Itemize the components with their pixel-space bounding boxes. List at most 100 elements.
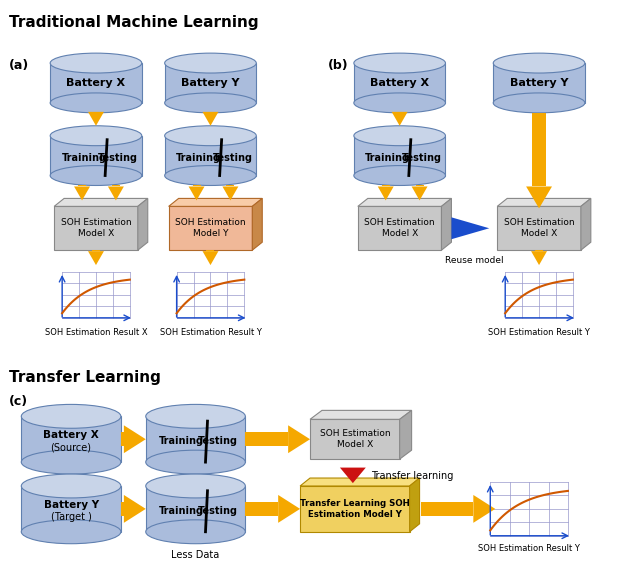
- Bar: [300, 486, 410, 532]
- Polygon shape: [358, 198, 451, 206]
- Bar: [354, 136, 445, 176]
- Ellipse shape: [164, 166, 256, 185]
- Bar: [164, 63, 256, 103]
- Bar: [381, 185, 390, 186]
- Bar: [169, 206, 252, 250]
- Text: SOH Estimation
Model X: SOH Estimation Model X: [504, 218, 574, 238]
- Polygon shape: [202, 251, 218, 265]
- Polygon shape: [108, 186, 124, 201]
- Text: (c): (c): [10, 396, 28, 408]
- Text: Training: Training: [365, 153, 410, 163]
- Polygon shape: [340, 468, 366, 483]
- Polygon shape: [300, 478, 420, 486]
- Polygon shape: [310, 410, 412, 419]
- Text: SOH Estimation Result Y: SOH Estimation Result Y: [478, 544, 580, 553]
- Bar: [532, 113, 546, 186]
- Ellipse shape: [493, 93, 585, 113]
- Text: SOH Estimation
Model X: SOH Estimation Model X: [319, 429, 390, 449]
- Text: Testing: Testing: [98, 153, 138, 163]
- Bar: [535, 250, 543, 251]
- Bar: [493, 63, 585, 103]
- Text: Training: Training: [176, 153, 221, 163]
- Text: Less Data: Less Data: [172, 550, 220, 560]
- Polygon shape: [278, 495, 300, 523]
- Text: Transfer Learning SOH
Estimation Model Y: Transfer Learning SOH Estimation Model Y: [300, 499, 410, 519]
- Bar: [497, 206, 581, 250]
- Ellipse shape: [146, 520, 245, 544]
- Ellipse shape: [50, 166, 142, 185]
- Polygon shape: [74, 186, 90, 201]
- Ellipse shape: [21, 450, 121, 474]
- Polygon shape: [223, 186, 238, 201]
- Bar: [92, 250, 100, 251]
- Ellipse shape: [21, 474, 121, 498]
- Polygon shape: [124, 495, 146, 523]
- Text: Reuse model: Reuse model: [445, 256, 504, 265]
- Bar: [164, 136, 256, 176]
- Ellipse shape: [21, 405, 121, 428]
- Bar: [54, 206, 138, 250]
- Polygon shape: [378, 186, 394, 201]
- Ellipse shape: [146, 450, 245, 474]
- Text: Testing: Testing: [212, 153, 252, 163]
- Bar: [193, 185, 200, 186]
- Bar: [121, 432, 124, 446]
- Bar: [396, 112, 404, 113]
- Polygon shape: [410, 478, 420, 532]
- Bar: [21, 416, 121, 462]
- Text: Testing: Testing: [198, 506, 237, 516]
- Bar: [245, 502, 278, 516]
- Polygon shape: [442, 198, 451, 250]
- Bar: [50, 63, 142, 103]
- Text: Testing: Testing: [401, 153, 442, 163]
- Text: (Source): (Source): [51, 442, 92, 452]
- Text: SOH Estimation
Model Y: SOH Estimation Model Y: [175, 218, 246, 238]
- Ellipse shape: [164, 53, 256, 73]
- Polygon shape: [474, 495, 495, 523]
- Text: SOH Estimation Result Y: SOH Estimation Result Y: [159, 328, 261, 337]
- Ellipse shape: [50, 126, 142, 146]
- Bar: [78, 185, 86, 186]
- Text: SOH Estimation Result X: SOH Estimation Result X: [45, 328, 147, 337]
- Bar: [415, 185, 424, 186]
- Bar: [146, 486, 245, 532]
- Ellipse shape: [354, 93, 445, 113]
- Ellipse shape: [354, 126, 445, 146]
- Polygon shape: [526, 186, 552, 208]
- Text: Training: Training: [159, 506, 204, 516]
- Polygon shape: [202, 112, 218, 126]
- Bar: [146, 416, 245, 462]
- Bar: [358, 206, 442, 250]
- Text: (b): (b): [328, 59, 349, 72]
- Bar: [112, 185, 120, 186]
- Text: Traditional Machine Learning: Traditional Machine Learning: [10, 15, 259, 31]
- Text: Testing: Testing: [198, 436, 237, 446]
- Bar: [354, 63, 445, 103]
- Polygon shape: [169, 198, 262, 206]
- Polygon shape: [451, 218, 489, 239]
- Polygon shape: [54, 198, 148, 206]
- Text: Battery Y: Battery Y: [510, 78, 568, 88]
- Ellipse shape: [146, 405, 245, 428]
- Bar: [121, 502, 124, 516]
- Bar: [50, 136, 142, 176]
- Polygon shape: [288, 425, 310, 453]
- Polygon shape: [399, 410, 412, 459]
- Bar: [92, 112, 100, 113]
- Text: Training: Training: [159, 436, 204, 446]
- Ellipse shape: [164, 93, 256, 113]
- Polygon shape: [88, 251, 104, 265]
- Text: Training: Training: [61, 153, 106, 163]
- Polygon shape: [581, 198, 591, 250]
- Text: Battery X: Battery X: [44, 430, 99, 440]
- Text: Battery X: Battery X: [370, 78, 429, 88]
- Text: (a): (a): [10, 59, 29, 72]
- Ellipse shape: [354, 53, 445, 73]
- Ellipse shape: [50, 53, 142, 73]
- Polygon shape: [124, 425, 146, 453]
- Polygon shape: [189, 186, 205, 201]
- Ellipse shape: [50, 93, 142, 113]
- Bar: [227, 185, 234, 186]
- Polygon shape: [88, 112, 104, 126]
- Bar: [420, 502, 474, 516]
